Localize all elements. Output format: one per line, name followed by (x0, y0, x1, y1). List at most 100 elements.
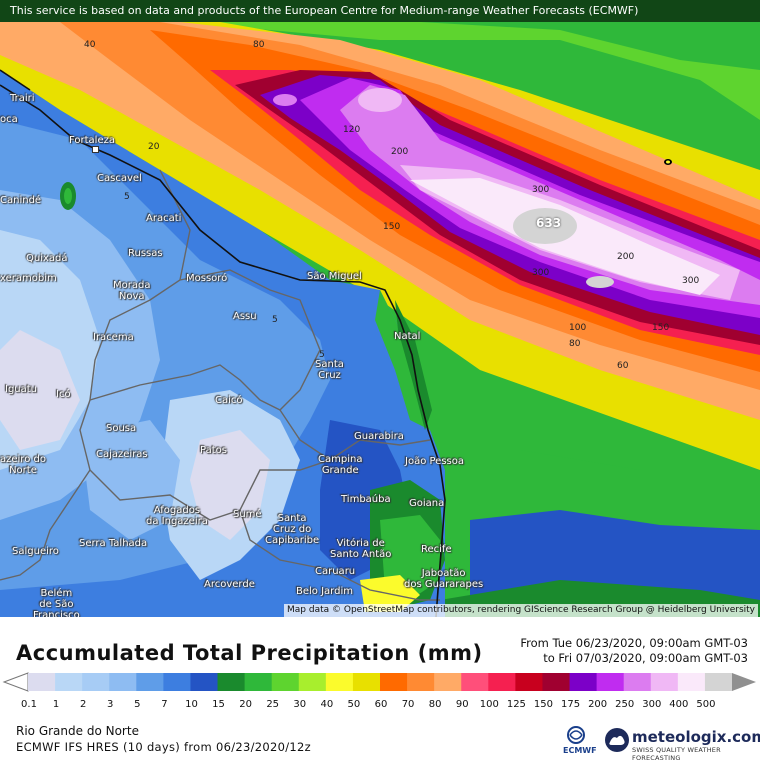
city-label: xeramobim (0, 273, 57, 284)
city-label: Icó (56, 389, 71, 400)
scale-arrow-left (2, 672, 29, 692)
city-label: Afogados da Ingazeira (146, 505, 208, 527)
scale-swatch (136, 673, 164, 691)
city-label: Guarabira (354, 431, 404, 442)
precipitation-map[interactable]: 40 80 20 120 200 300 633 300 200 300 100… (0, 0, 760, 617)
city-label: Caicó (215, 395, 243, 406)
meteologix-brand[interactable]: meteologix.com (632, 728, 760, 746)
city-label: Fortaleza (69, 135, 115, 146)
scale-tick-label: 50 (347, 699, 361, 710)
contour-label: 150 (652, 323, 670, 333)
scale-swatch (271, 673, 300, 691)
ecmwf-logo-icon (567, 726, 585, 744)
scale-swatch (163, 673, 191, 691)
city-label: Sousa (106, 423, 137, 434)
contour-label: 60 (617, 361, 629, 371)
scale-tick-label: 10 (185, 699, 198, 710)
contour-label: 20 (148, 142, 160, 152)
scale-swatch (109, 673, 137, 691)
scale-tick-label: 80 (428, 699, 442, 710)
contour-label: 5 (272, 315, 278, 325)
contour-label: 150 (383, 222, 401, 232)
contour-label: 200 (391, 147, 409, 157)
city-label: azeiro do Norte (0, 454, 46, 476)
scale-swatch (190, 673, 219, 691)
ecmwf-logo-text: ECMWF (563, 746, 597, 755)
contour-label: 5 (124, 192, 130, 202)
contour-label: 300 (682, 276, 700, 286)
scale-swatch (352, 673, 381, 691)
scale-tick-label: 100 (479, 699, 499, 710)
city-marker (92, 146, 99, 153)
meteologix-logo-icon (605, 728, 629, 752)
contour-label: 40 (84, 40, 96, 50)
scale-swatch (461, 673, 489, 691)
scale-swatch (434, 673, 462, 691)
scale-tick-label: 500 (696, 699, 716, 710)
scale-swatch (217, 673, 246, 691)
scale-tick-label: 0.1 (21, 699, 37, 710)
city-label: Russas (128, 248, 163, 259)
city-label: Serra Talhada (79, 538, 148, 549)
city-label: Santa Cruz (315, 359, 344, 381)
scale-arrow-right (732, 673, 756, 691)
city-label: São Miguel (307, 271, 362, 282)
contour-label: 120 (343, 125, 361, 135)
contour-label: 300 (532, 268, 550, 278)
city-label: Canindé (0, 195, 42, 206)
contour-label: 80 (253, 40, 265, 50)
scale-swatch (325, 673, 354, 691)
map-attribution[interactable]: Map data © OpenStreetMap contributors, r… (284, 604, 758, 617)
scale-swatch (623, 673, 652, 691)
contour-label: 200 (617, 252, 635, 262)
scale-tick-label: 175 (560, 699, 581, 710)
city-label: Sumé (233, 509, 262, 520)
period-to: to Fri 07/03/2020, 09:00am GMT-03 (543, 651, 748, 665)
scale-swatch (704, 673, 733, 691)
color-scale-bar (2, 672, 756, 692)
ecmwf-banner: This service is based on data and produc… (0, 0, 760, 22)
scale-swatch (650, 673, 679, 691)
scale-tick-label: 5 (134, 699, 141, 710)
scale-tick-label: 30 (293, 699, 307, 710)
scale-swatch (28, 673, 56, 691)
city-label: Santa Cruz do Capibaribe (265, 513, 320, 546)
city-label: Cascavel (97, 173, 142, 184)
city-label: Caruaru (315, 566, 356, 577)
contour-label: 5 (319, 350, 325, 360)
max-value-label: 633 (536, 216, 562, 230)
city-label: Campina Grande (318, 454, 363, 476)
scale-swatch (82, 673, 110, 691)
scale-tick-label: 40 (320, 699, 334, 710)
scale-tick-label: 200 (588, 699, 608, 710)
city-label: Mossoró (186, 273, 228, 284)
city-label: Natal (394, 331, 421, 342)
scale-swatch (244, 673, 273, 691)
scale-tick-label: 70 (401, 699, 415, 710)
city-label: Belém de São Francisco (33, 588, 80, 617)
city-label: oca (0, 114, 18, 125)
city-label: Morada Nova (113, 280, 151, 302)
scale-swatch (542, 673, 571, 691)
city-label: Jaboatão dos Guararapes (404, 568, 484, 590)
city-label: Trairi (10, 93, 35, 104)
scale-tick-label: 125 (506, 699, 526, 710)
scale-tick-label: 25 (266, 699, 280, 710)
city-label: Recife (421, 544, 452, 555)
scale-tick-label: 20 (239, 699, 252, 710)
scale-tick-label: 300 (642, 699, 662, 710)
scale-swatch (515, 673, 543, 691)
scale-tick-label: 2 (79, 699, 87, 710)
scale-swatch (569, 673, 598, 691)
contour-label: 300 (532, 185, 550, 195)
period-from: From Tue 06/23/2020, 09:00am GMT-03 (520, 636, 748, 650)
city-label: Patos (200, 445, 227, 456)
city-label: Cajazeiras (96, 449, 148, 460)
scale-swatch (298, 673, 327, 691)
scale-swatch (488, 673, 516, 691)
meteologix-tagline: SWISS QUALITY WEATHER FORECASTING (632, 746, 721, 762)
scale-swatch (380, 673, 408, 691)
city-label: Timbaúba (341, 494, 391, 505)
scale-swatch (407, 673, 435, 691)
scale-tick-label: 7 (161, 699, 168, 710)
